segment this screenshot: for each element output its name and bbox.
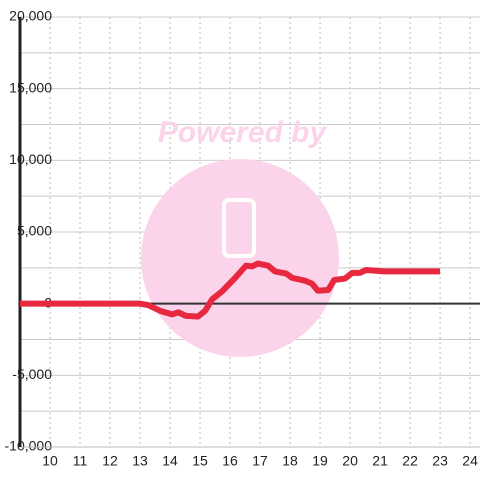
x-tick-label: 13 (132, 453, 148, 469)
x-tick-label: 15 (192, 453, 208, 469)
y-tick-label: 10,000 (9, 151, 52, 167)
y-tick-label: -10,000 (5, 438, 53, 454)
y-tick-label: -5,000 (12, 366, 52, 382)
watermark-logo (222, 198, 256, 258)
x-tick-label: 10 (42, 453, 58, 469)
x-tick-label: 11 (73, 453, 88, 469)
watermark: Powered by (141, 116, 339, 357)
x-tick-label: 14 (162, 453, 178, 469)
x-tick-label: 12 (102, 453, 118, 469)
watermark-text: Powered by (158, 116, 328, 149)
y-tick-label: 15,000 (9, 79, 52, 95)
x-tick-label: 16 (222, 453, 238, 469)
data-line (20, 260, 441, 320)
x-tick-label: 20 (342, 453, 358, 469)
x-tick-label: 19 (312, 453, 328, 469)
x-tick-label: 21 (372, 453, 388, 469)
x-tick-label: 17 (252, 453, 268, 469)
x-tick-label: 24 (462, 453, 478, 469)
y-tick-label: 20,000 (9, 8, 52, 24)
x-tick-label: 18 (282, 453, 298, 469)
y-tick-label: 5,000 (17, 223, 52, 239)
x-tick-label: 23 (432, 453, 448, 469)
x-tick-label: 22 (402, 453, 418, 469)
